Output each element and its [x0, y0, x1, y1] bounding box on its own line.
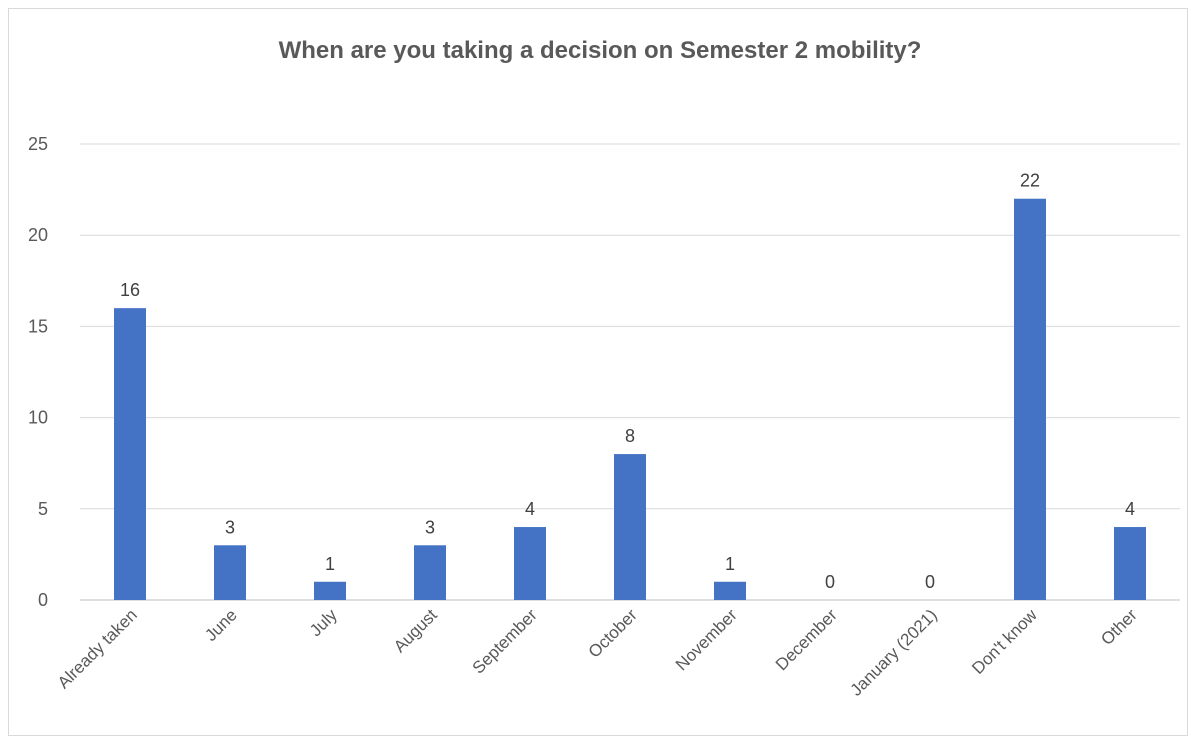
x-tick-label: September — [469, 605, 541, 677]
bar — [214, 545, 246, 600]
x-tick-label: December — [772, 605, 841, 674]
x-tick-label: June — [201, 605, 241, 645]
data-label: 16 — [120, 280, 140, 300]
y-tick-label: 0 — [38, 590, 48, 610]
bar — [414, 545, 446, 600]
data-label: 4 — [525, 499, 535, 519]
data-label: 1 — [725, 554, 735, 574]
bar — [714, 581, 746, 600]
bar — [114, 308, 146, 600]
bar — [314, 581, 346, 600]
x-tick-label: Don't know — [968, 605, 1041, 678]
data-label: 0 — [925, 572, 935, 592]
gridlines — [80, 143, 1180, 601]
bar — [514, 527, 546, 600]
data-label: 4 — [1125, 499, 1135, 519]
data-label: 22 — [1020, 171, 1040, 191]
x-tick-label: November — [672, 605, 741, 674]
data-label: 0 — [825, 572, 835, 592]
y-axis: 0 5 10 15 20 25 — [28, 134, 48, 610]
data-labels: 16 3 1 3 4 8 1 0 0 22 4 — [120, 171, 1135, 592]
x-tick-label: Other — [1097, 605, 1141, 649]
bars — [114, 198, 1146, 600]
x-tick-label: October — [585, 605, 641, 661]
chart-title: When are you taking a decision on Semest… — [279, 37, 922, 64]
y-tick-label: 15 — [28, 316, 48, 336]
y-tick-label: 5 — [38, 499, 48, 519]
data-label: 1 — [325, 554, 335, 574]
x-axis: Already taken June July August September Octo… — [54, 605, 1141, 700]
x-tick-label: July — [306, 605, 341, 640]
x-tick-label: August — [390, 605, 441, 656]
y-tick-label: 25 — [28, 134, 48, 154]
bar — [1114, 527, 1146, 600]
data-label: 3 — [425, 517, 435, 537]
x-tick-label: Already taken — [54, 605, 141, 692]
y-tick-label: 20 — [28, 225, 48, 245]
data-label: 8 — [625, 426, 635, 446]
bar — [1014, 198, 1046, 600]
chart-frame — [8, 8, 1188, 736]
data-label: 3 — [225, 517, 235, 537]
bar — [614, 454, 646, 600]
x-tick-label: January (2021) — [847, 605, 941, 699]
y-tick-label: 10 — [28, 408, 48, 428]
